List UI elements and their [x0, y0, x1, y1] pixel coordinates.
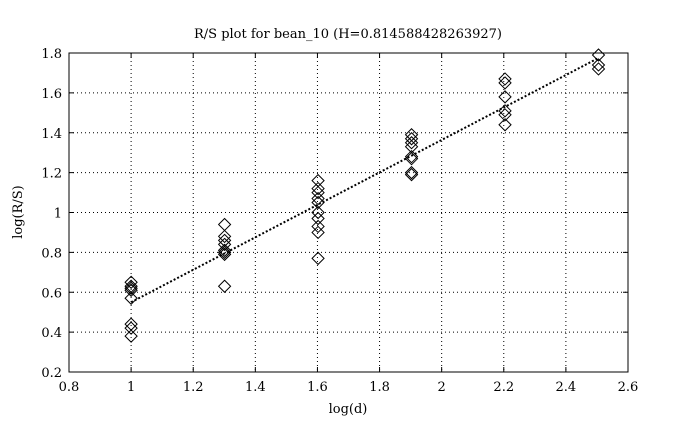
data-point [498, 72, 512, 86]
y-axis-label: log(R/S) [11, 185, 26, 239]
data-point [404, 165, 419, 180]
data-point [591, 48, 606, 62]
data-point [311, 211, 325, 226]
x-axis-label: log(d) [329, 402, 368, 417]
x-tick-labels: 0.8 1 1.2 1.4 1.6 1.8 2 2.2 2.4 2.6 [59, 380, 639, 395]
data-point [311, 219, 325, 234]
x-tick-label: 1.8 [369, 380, 390, 395]
y-tick-label: 1.2 [41, 167, 62, 182]
y-tick-label: 1 [54, 207, 62, 222]
data-point [498, 108, 512, 122]
fit-line [130, 57, 599, 304]
y-tick-label: 1.6 [41, 87, 62, 102]
data-points [124, 48, 606, 343]
data-point [498, 76, 512, 90]
data-point [311, 191, 325, 206]
data-point [124, 283, 138, 297]
data-point [311, 173, 325, 188]
x-tick-label: 1.4 [245, 380, 266, 395]
data-point [124, 321, 138, 335]
data-point [124, 281, 138, 295]
y-tick-label: 0.8 [41, 246, 62, 261]
data-point [217, 229, 232, 244]
data-point [404, 167, 419, 182]
data-point [217, 237, 232, 252]
data-point [124, 291, 138, 305]
data-point [404, 132, 419, 146]
chart-title: R/S plot for bean_10 (H=0.81458842826392… [194, 27, 502, 42]
y-tick-label: 0.2 [41, 366, 62, 381]
x-tick-label: 2.4 [556, 380, 577, 395]
data-point [591, 58, 606, 72]
y-tick-labels: 0.2 0.4 0.6 0.8 1 1.2 1.4 1.6 1.8 [41, 47, 62, 381]
y-tick-label: 0.4 [41, 326, 62, 341]
data-point [404, 128, 419, 142]
data-point [311, 195, 325, 210]
x-tick-label: 2.2 [493, 380, 514, 395]
data-point [217, 245, 232, 260]
data-point [404, 149, 419, 164]
data-point [217, 247, 232, 262]
data-point [311, 225, 325, 240]
data-point [311, 185, 325, 200]
data-point [591, 62, 606, 76]
data-point [124, 329, 138, 343]
data-point [404, 136, 419, 150]
data-point [498, 104, 512, 118]
data-point [404, 151, 419, 166]
axis-ticks [68, 52, 629, 373]
y-tick-label: 1.8 [41, 47, 62, 62]
x-tick-label: 2.6 [618, 380, 639, 395]
data-point [124, 317, 138, 331]
plot-frame [68, 52, 629, 373]
y-tick-label: 1.4 [41, 127, 62, 142]
x-tick-label: 1 [127, 380, 135, 395]
data-point [311, 181, 325, 196]
data-point [217, 217, 232, 232]
data-point [124, 275, 138, 289]
data-point [498, 118, 512, 132]
data-point [498, 90, 512, 104]
data-point [217, 243, 232, 258]
x-tick-label: 0.8 [59, 380, 80, 395]
y-tick-label: 0.6 [41, 286, 62, 301]
x-tick-label: 1.6 [307, 380, 328, 395]
data-point [311, 205, 325, 220]
x-tick-label: 2 [438, 380, 446, 395]
grid-lines [69, 53, 628, 372]
data-point [311, 251, 325, 266]
data-point [217, 279, 232, 293]
x-tick-label: 1.2 [183, 380, 204, 395]
